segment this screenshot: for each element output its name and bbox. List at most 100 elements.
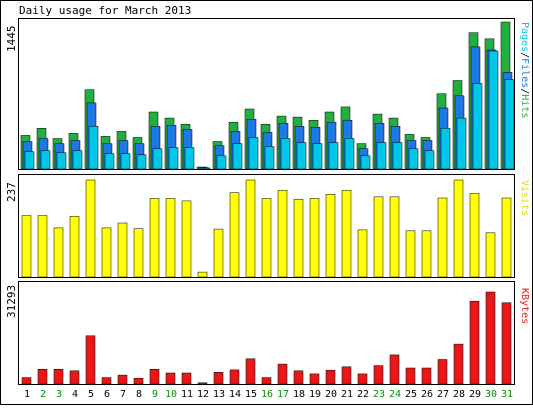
day-label-28: 28 xyxy=(453,389,465,400)
kbytes-bar-17 xyxy=(277,363,288,385)
kbytes-bar-11 xyxy=(181,372,192,385)
visits-bar-7 xyxy=(117,222,128,278)
pages-bar-16 xyxy=(264,146,275,170)
day-label-12: 12 xyxy=(197,389,209,400)
visits-bar-18 xyxy=(293,198,304,278)
visits-bar-6 xyxy=(101,227,112,278)
kbytes-bar-20 xyxy=(325,369,336,385)
kbytes-bar-22 xyxy=(357,373,368,385)
kbytes-bar-27 xyxy=(437,359,448,385)
day-label-23: 23 xyxy=(373,389,385,400)
legend-pages: Pages xyxy=(519,22,530,52)
kbytes-bar-2 xyxy=(37,369,48,385)
kbytes-bar-23 xyxy=(373,365,384,385)
kbytes-bar-15 xyxy=(245,358,256,385)
pages-bar-31 xyxy=(504,79,515,170)
kbytes-bar-9 xyxy=(149,369,160,385)
visits-bar-2 xyxy=(37,215,48,278)
legend-kbytes: KBytes xyxy=(519,288,530,324)
kbytes-bar-16 xyxy=(261,377,272,385)
pages-bar-26 xyxy=(424,150,435,170)
day-label-11: 11 xyxy=(181,389,193,400)
kbytes-bar-28 xyxy=(453,343,464,385)
day-label-27: 27 xyxy=(437,389,449,400)
visits-bar-24 xyxy=(389,196,400,278)
visits-bar-17 xyxy=(277,189,288,278)
kbytes-bar-7 xyxy=(117,374,128,385)
day-label-25: 25 xyxy=(405,389,417,400)
day-label-5: 5 xyxy=(88,389,94,400)
kbytes-bar-12 xyxy=(197,382,208,385)
visits-bar-12 xyxy=(197,271,208,278)
day-label-10: 10 xyxy=(165,389,177,400)
kbytes-bar-10 xyxy=(165,372,176,385)
kbytes-bar-29 xyxy=(469,300,480,385)
visits-bar-20 xyxy=(325,194,336,278)
pages-bar-18 xyxy=(296,142,307,170)
visits-bar-16 xyxy=(261,198,272,278)
pages-bar-28 xyxy=(456,117,467,170)
visits-bar-1 xyxy=(21,215,32,278)
visits-bar-15 xyxy=(245,179,256,278)
pages-bar-1 xyxy=(24,151,35,170)
panel-kbytes: 31293 KBytes xyxy=(5,281,530,385)
day-label-30: 30 xyxy=(485,389,497,400)
visits-bar-27 xyxy=(437,197,448,278)
day-label-9: 9 xyxy=(152,389,158,400)
pages-bar-30 xyxy=(488,50,499,170)
day-label-24: 24 xyxy=(389,389,401,400)
pages-bar-10 xyxy=(168,147,179,170)
kbytes-bar-31 xyxy=(501,302,512,385)
pages-bar-8 xyxy=(136,154,147,170)
kbytes-bar-3 xyxy=(53,369,64,385)
usage-legend: Pages/Files/Hits xyxy=(519,22,530,118)
kbytes-scale-label: 31293 xyxy=(5,285,18,318)
day-label-18: 18 xyxy=(293,389,305,400)
legend-hits: Hits xyxy=(519,94,530,118)
legend-files: Files xyxy=(519,58,530,88)
pages-bar-29 xyxy=(472,83,483,170)
kbytes-bar-25 xyxy=(405,367,416,385)
kbytes-bar-13 xyxy=(213,372,224,385)
day-label-20: 20 xyxy=(325,389,337,400)
pages-bar-13 xyxy=(216,155,227,170)
pages-bar-27 xyxy=(440,128,451,170)
legend-separator-1: / xyxy=(519,52,530,58)
visits-bar-22 xyxy=(357,229,368,278)
pages-bar-7 xyxy=(120,153,131,170)
visits-bar-25 xyxy=(405,230,416,278)
day-label-2: 2 xyxy=(40,389,46,400)
visits-scale-label: 237 xyxy=(5,182,18,202)
kbytes-bar-30 xyxy=(485,291,496,385)
day-label-1: 1 xyxy=(24,389,30,400)
day-label-31: 31 xyxy=(501,389,513,400)
day-label-26: 26 xyxy=(421,389,433,400)
panel-visits: 237 Visits xyxy=(5,174,530,278)
legend-separator-2: / xyxy=(519,88,530,94)
chart-title: Daily usage for March 2013 xyxy=(19,4,191,17)
kbytes-bar-4 xyxy=(69,370,80,385)
visits-bar-9 xyxy=(149,198,160,278)
panel-frame-kbytes xyxy=(18,281,515,385)
pages-bar-6 xyxy=(104,153,115,170)
pages-bar-19 xyxy=(312,143,323,170)
visits-bar-30 xyxy=(485,232,496,278)
visits-bar-5 xyxy=(85,179,96,278)
kbytes-bar-21 xyxy=(341,366,352,385)
day-label-15: 15 xyxy=(245,389,257,400)
pages-bar-20 xyxy=(328,142,339,170)
pages-bar-3 xyxy=(56,152,67,170)
visits-bars xyxy=(21,179,512,278)
pages-bar-21 xyxy=(344,138,355,170)
visits-bar-19 xyxy=(309,198,320,278)
kbytes-bar-14 xyxy=(229,369,240,385)
pages-bar-9 xyxy=(152,148,163,170)
day-label-21: 21 xyxy=(341,389,353,400)
day-label-29: 29 xyxy=(469,389,481,400)
visits-bar-8 xyxy=(133,228,144,278)
panel-hits-files-pages: 1445 Pages/Files/Hits xyxy=(5,18,530,170)
kbytes-bar-26 xyxy=(421,367,432,385)
day-label-8: 8 xyxy=(136,389,142,400)
kbytes-bar-8 xyxy=(133,377,144,385)
